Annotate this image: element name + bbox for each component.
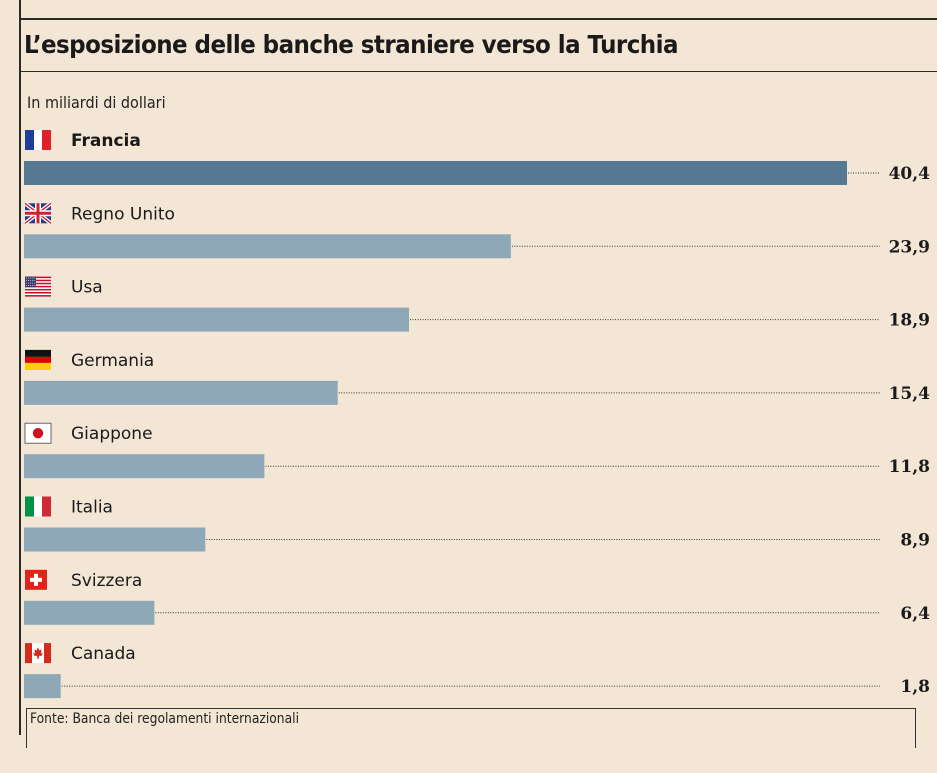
top-rule	[20, 18, 937, 20]
chart-title: L’esposizione delle banche straniere ver…	[24, 30, 678, 59]
chart-subtitle: In miliardi di dollari	[27, 93, 166, 112]
bar	[24, 527, 206, 552]
category-label: Italia	[71, 498, 113, 518]
switzerland-flag-icon	[25, 569, 47, 590]
value-label: 8,9	[900, 531, 930, 551]
value-label: 40,4	[889, 164, 931, 184]
italy-flag-icon	[25, 496, 51, 517]
source-note: Fonte: Banca dei regolamenti internazion…	[30, 711, 300, 727]
value-label: 18,9	[889, 311, 930, 331]
category-label: Regno Unito	[71, 204, 175, 224]
japan-flag-icon	[24, 422, 52, 444]
canada-flag-icon	[25, 643, 51, 664]
france-flag-icon	[25, 130, 51, 150]
category-label: Canada	[71, 644, 136, 664]
bar	[24, 234, 511, 259]
frame-left-border	[19, 0, 21, 735]
value-label: 1,8	[900, 677, 930, 697]
category-label: Svizzera	[71, 571, 142, 591]
value-label: 15,4	[889, 384, 931, 404]
bar	[24, 454, 265, 479]
value-label: 23,9	[889, 237, 930, 257]
value-label: 6,4	[900, 604, 930, 624]
bar	[24, 161, 847, 185]
bar	[24, 380, 338, 405]
usa-flag-icon	[25, 276, 51, 297]
bar	[24, 307, 410, 332]
bar	[24, 600, 155, 625]
source-box	[26, 708, 916, 748]
category-label: Germania	[71, 351, 154, 371]
uk-flag-icon	[23, 201, 53, 225]
value-label: 11,8	[889, 457, 930, 477]
category-label: Usa	[71, 278, 103, 298]
category-label: Giappone	[71, 424, 153, 444]
category-label: Francia	[71, 131, 141, 151]
title-rule	[20, 71, 937, 72]
bar	[24, 674, 61, 699]
germany-flag-icon	[25, 349, 51, 370]
